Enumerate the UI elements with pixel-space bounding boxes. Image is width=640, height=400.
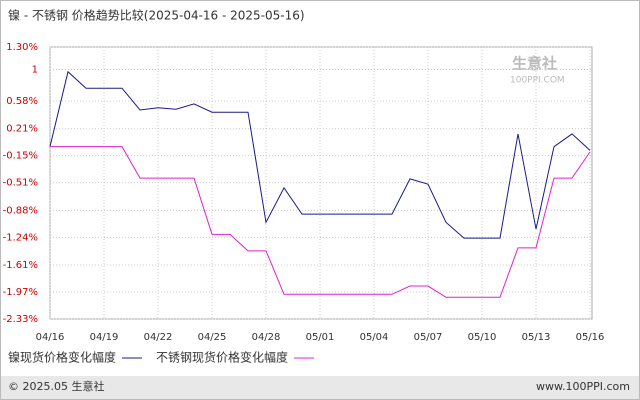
y-tick-label: 1 bbox=[32, 64, 38, 75]
series-line bbox=[50, 146, 591, 298]
legend-label: 不锈钢现货价格变化幅度 bbox=[156, 350, 288, 365]
legend-label: 镍现货价格变化幅度 bbox=[8, 350, 116, 365]
y-tick-label: -1.24% bbox=[3, 232, 38, 243]
x-tick-label: 05/07 bbox=[414, 332, 443, 343]
y-tick-label: 1.30% bbox=[6, 42, 38, 53]
x-tick-label: 04/22 bbox=[144, 332, 173, 343]
y-tick-label: -0.88% bbox=[3, 205, 38, 216]
x-tick-label: 05/16 bbox=[576, 332, 605, 343]
y-tick-label: -0.15% bbox=[3, 151, 38, 162]
y-tick-label: 0.58% bbox=[6, 96, 38, 107]
watermark: 100PPI.COM bbox=[510, 76, 565, 86]
y-tick-label: -1.97% bbox=[3, 287, 38, 298]
y-tick-label: -2.33% bbox=[3, 314, 38, 325]
footer-left: © 2025.05 生意社 bbox=[8, 379, 104, 393]
watermark: 生意社 bbox=[512, 55, 557, 73]
x-tick-label: 04/19 bbox=[90, 332, 119, 343]
x-tick-label: 05/13 bbox=[522, 332, 551, 343]
series-line bbox=[49, 70, 591, 239]
footer-right: www.100PPI.com bbox=[536, 380, 630, 393]
x-tick-label: 04/16 bbox=[36, 332, 65, 343]
y-tick-label: -1.61% bbox=[3, 260, 38, 271]
x-tick-label: 04/25 bbox=[198, 332, 227, 343]
x-tick-label: 05/01 bbox=[306, 332, 335, 343]
x-tick-label: 04/28 bbox=[252, 332, 281, 343]
chart-title: 镍 - 不锈钢 价格趋势比较(2025-04-16 - 2025-05-16) bbox=[8, 8, 305, 23]
y-tick-label: 0.21% bbox=[6, 124, 38, 135]
y-tick-label: -0.51% bbox=[3, 178, 38, 189]
x-tick-label: 05/10 bbox=[468, 332, 497, 343]
x-tick-label: 05/04 bbox=[360, 332, 389, 343]
footer-bar bbox=[1, 376, 639, 399]
